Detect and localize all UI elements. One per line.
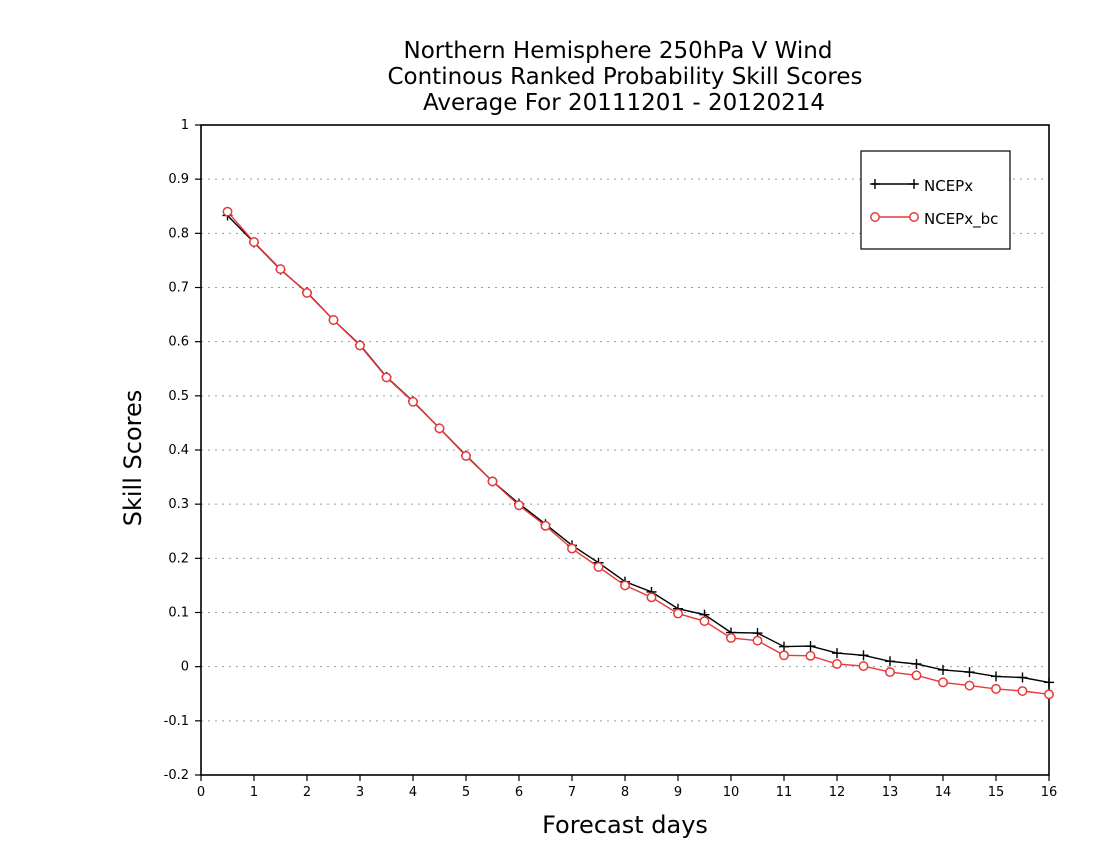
- x-tick-label: 6: [515, 785, 523, 800]
- y-tick-label: 0.6: [168, 335, 189, 350]
- data-point-plus: [909, 179, 919, 189]
- data-point-plus: [805, 641, 816, 652]
- y-tick-label: 0.5: [168, 389, 189, 404]
- legend-swatch-ncepx-bc: [870, 212, 919, 222]
- x-axis-title: Forecast days: [542, 811, 708, 839]
- x-tick-label: 8: [621, 785, 629, 800]
- data-point-circle: [832, 659, 842, 669]
- y-tick-label: -0.2: [164, 768, 189, 783]
- x-tick-label: 0: [197, 785, 205, 800]
- data-point-circle: [620, 580, 630, 591]
- chart-title-line-2: Continous Ranked Probability Skill Score…: [387, 64, 862, 90]
- y-tick-label: 0.2: [168, 551, 189, 566]
- x-tick-label: 12: [829, 785, 846, 800]
- data-point-circle: [1017, 686, 1028, 696]
- data-point-circle: [328, 315, 339, 325]
- data-point-circle: [699, 616, 710, 627]
- x-tick-label: 14: [935, 785, 952, 800]
- data-point-circle: [909, 212, 919, 222]
- x-tick-label: 13: [882, 785, 899, 800]
- y-tick-label: 0.4: [168, 443, 189, 458]
- data-point-circle: [779, 650, 789, 661]
- data-point-circle: [991, 683, 1001, 694]
- x-tick-label: 15: [988, 785, 1005, 800]
- data-point-plus: [938, 664, 948, 675]
- x-tick-label: 4: [409, 785, 417, 800]
- data-point-circle: [805, 650, 816, 661]
- data-point-circle: [752, 635, 763, 646]
- y-tick-label: 0.3: [168, 497, 189, 512]
- data-point-circle: [646, 592, 657, 603]
- data-point-plus: [964, 667, 975, 678]
- data-point-plus: [885, 656, 895, 667]
- data-point-circle: [911, 670, 922, 681]
- data-point-circle: [222, 206, 233, 217]
- y-axis-title: Skill Scores: [119, 390, 147, 527]
- data-point-plus: [1044, 677, 1054, 688]
- legend-label-ncepx: NCEPx: [924, 177, 973, 195]
- data-point-circle: [726, 633, 736, 643]
- series-ncepx: [222, 210, 1054, 688]
- data-point-circle: [302, 287, 312, 298]
- y-tick-label: 0.7: [168, 281, 189, 296]
- chart-title-line-1: Northern Hemisphere 250hPa V Wind: [404, 38, 833, 64]
- grid-lines: [201, 178, 1049, 722]
- data-point-plus: [858, 650, 869, 661]
- y-tick-label: 0: [181, 660, 189, 675]
- x-tick-label: 1: [250, 785, 258, 800]
- data-point-circle: [540, 520, 551, 531]
- data-point-circle: [249, 237, 259, 247]
- y-tick-label: 0.1: [168, 606, 189, 621]
- legend-label-ncepx-bc: NCEPx_bc: [924, 210, 998, 229]
- data-point-circle: [870, 212, 880, 222]
- data-point-circle: [938, 677, 948, 688]
- data-point-circle: [673, 608, 683, 619]
- series-layer: [222, 206, 1054, 700]
- x-tick-label: 11: [776, 785, 793, 800]
- data-point-plus: [870, 179, 880, 189]
- y-tick-label: 0.9: [168, 172, 189, 187]
- data-point-plus: [911, 658, 922, 669]
- x-tick-label: 2: [303, 785, 311, 800]
- legend-box: [860, 150, 1011, 250]
- data-point-circle: [408, 396, 418, 407]
- data-point-plus: [1017, 672, 1028, 683]
- data-point-circle: [885, 667, 895, 678]
- x-tick-label: 9: [674, 785, 682, 800]
- x-tick-label: 7: [568, 785, 576, 800]
- x-tick-label: 10: [723, 785, 740, 800]
- data-point-plus: [991, 671, 1001, 682]
- data-point-circle: [434, 423, 445, 434]
- data-point-circle: [1044, 689, 1054, 700]
- series-ncepx-bc: [222, 206, 1054, 700]
- data-point-circle: [858, 661, 869, 672]
- x-tick-label: 3: [356, 785, 364, 800]
- data-point-circle: [275, 264, 286, 275]
- data-point-circle: [964, 680, 975, 691]
- chart-title-line-3: Average For 20111201 - 20120214: [423, 90, 825, 116]
- data-point-circle: [355, 340, 365, 351]
- series-line: [226, 211, 1050, 695]
- data-point-plus: [832, 648, 842, 659]
- data-point-circle: [514, 500, 524, 511]
- legend: NCEPx NCEPx_bc: [860, 150, 1011, 250]
- y-tick-label: 0.8: [168, 226, 189, 241]
- data-point-circle: [461, 451, 471, 461]
- x-tick-label: 16: [1041, 785, 1058, 800]
- series-line: [227, 215, 1050, 684]
- legend-swatch-ncepx: [870, 179, 919, 189]
- y-tick-label: 1: [181, 118, 189, 133]
- data-point-circle: [487, 476, 498, 487]
- data-point-plus: [779, 641, 789, 652]
- y-tick-label: -0.1: [164, 714, 189, 729]
- data-point-circle: [593, 562, 604, 572]
- data-point-circle: [567, 543, 577, 554]
- x-tick-label: 5: [462, 785, 470, 800]
- axis-ticks: -0.2-0.100.10.20.30.40.50.60.70.80.910 1 2…: [164, 118, 1058, 800]
- data-point-circle: [381, 372, 392, 383]
